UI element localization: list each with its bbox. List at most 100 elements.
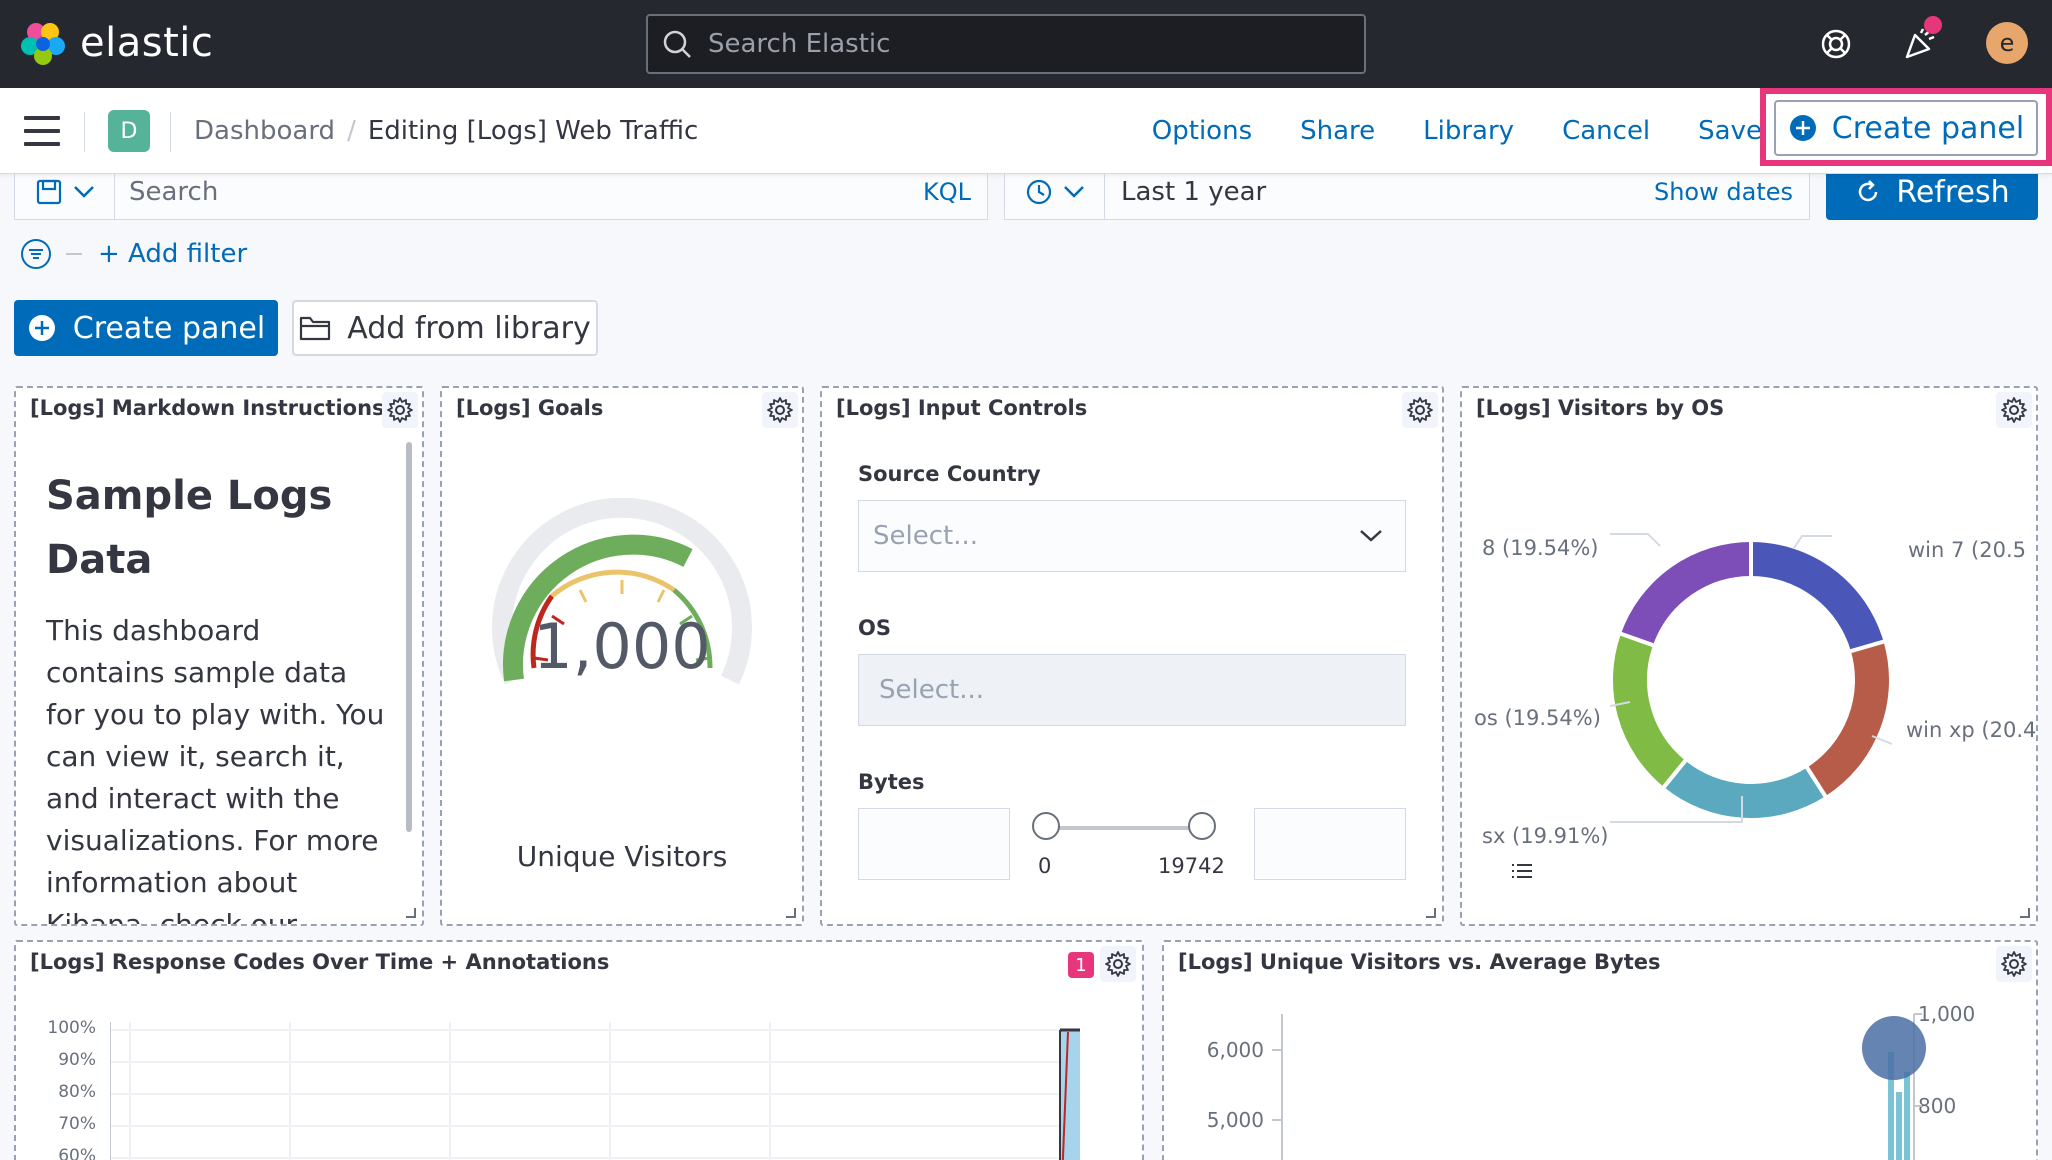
search-icon [663,30,691,58]
menu-line [24,116,60,120]
add-filter-link[interactable]: + Add filter [98,239,248,269]
y-tick-label-left: 5,000 [1206,1108,1264,1132]
pie-slice-ios[interactable] [1609,630,1690,792]
gauge-label: Unique Visitors [516,840,728,873]
panel-options-button[interactable] [1402,392,1438,428]
resize-handle[interactable] [406,908,416,918]
legend-toggle-icon[interactable] [1510,862,1534,884]
y-tick-label: 70% [58,1114,96,1134]
show-dates-link[interactable]: Show dates [1653,178,1793,206]
pie-label: sx (19.91%) [1482,824,1609,848]
panel-title: [Logs] Input Controls [836,396,1088,420]
help-button[interactable] [1814,22,1858,66]
options-link[interactable]: Options [1151,116,1253,146]
panel-title: [Logs] Visitors by OS [1476,396,1725,420]
goal-gauge [492,498,752,685]
bytes-min-input[interactable] [858,808,1010,880]
create-panel-top-button[interactable]: Create panel [1774,100,2038,156]
menu-line [24,129,60,133]
query-input[interactable] [115,177,923,207]
markdown-body: This dashboard contains sample data for … [46,614,385,926]
bytes-max-thumb[interactable] [1188,812,1216,840]
y-tick-label: 60% [58,1146,96,1160]
save-link[interactable]: Save [1698,116,1762,146]
logo-text: elastic [80,20,214,66]
elastic-logo[interactable]: elastic [20,20,213,66]
bytes-max-input[interactable] [1254,808,1406,880]
y-tick-label: 100% [47,1018,96,1038]
gear-icon [2001,397,2027,423]
menu-line [24,142,60,146]
os-select[interactable]: Select... [858,654,1406,726]
library-link[interactable]: Library [1423,116,1515,146]
top-nav-menu: Options Share Library Cancel Save [1152,116,1762,146]
resize-handle[interactable] [1426,908,1436,918]
kql-toggle[interactable]: KQL [923,178,971,206]
y-tick-label-right: 1,000 [1918,1002,1976,1026]
quick-select-button[interactable] [1005,165,1105,219]
filter-icon[interactable] [20,238,52,270]
create-panel-label: Create panel [72,310,266,346]
panel-title: [Logs] Markdown Instructions [30,396,385,420]
menu-toggle-button[interactable] [24,116,60,146]
saved-query-button[interactable] [15,165,115,219]
share-link[interactable]: Share [1300,116,1376,146]
panel-options-button[interactable] [762,392,798,428]
global-header: elastic e [0,0,2052,88]
create-panel-button[interactable]: Create panel [14,300,278,356]
pie-slice-win-8[interactable] [1616,537,1753,649]
panel-options-button[interactable] [1100,946,1136,982]
clock-icon [1026,179,1051,205]
pie-slice-win-xp[interactable] [1803,638,1893,801]
breadcrumb-current: Editing [Logs] Web Traffic [367,116,699,146]
plus-circle-icon [1789,115,1816,141]
highlight-annotation [1760,88,2052,166]
gear-icon [1407,397,1433,423]
panel-title: [Logs] Response Codes Over Time + Annota… [30,950,610,974]
select-placeholder: Select... [879,675,985,705]
divider [170,112,171,152]
gear-icon [767,397,793,423]
source-country-label: Source Country [858,462,1041,486]
panel-options-button[interactable] [1996,946,2032,982]
response-codes-panel: [Logs] Response Codes Over Time + Annota… [14,940,1144,1160]
unique-visitors-bytes-chart [1272,1013,1926,1160]
global-search[interactable] [646,14,1366,74]
plus-circle-icon [28,315,55,341]
source-country-select[interactable]: Select... [858,500,1406,572]
bytes-min-thumb[interactable] [1032,812,1060,840]
os-donut-chart [1609,533,1893,823]
markdown-panel: [Logs] Markdown Instructions Sample Logs… [14,386,424,926]
markdown-heading: Sample Logs Data [46,473,333,583]
pie-slice-win-7[interactable] [1749,537,1888,655]
select-placeholder: Select... [873,521,979,551]
filter-separator [66,253,82,255]
bytes-range-track[interactable] [1046,826,1196,830]
space-avatar[interactable]: D [108,110,150,152]
resize-handle[interactable] [2020,908,2030,918]
add-from-library-label: Add from library [347,310,591,346]
app-nav-bar: D Dashboard / Editing [Logs] Web Traffic… [0,88,2052,174]
news-feed-button[interactable] [1898,16,1942,66]
add-from-library-button[interactable]: Add from library [292,300,598,356]
global-search-input[interactable] [708,29,1308,59]
folder-icon [300,316,331,341]
date-range-text[interactable]: Last 1 year [1121,177,1267,207]
panel-options-button[interactable] [382,392,418,428]
panel-options-button[interactable] [1996,392,2032,428]
pie-label: os (19.54%) [1474,706,1601,730]
gauge-value: 1,000 [533,610,711,683]
gear-icon [1105,951,1131,977]
user-avatar[interactable]: e [1986,22,2028,64]
resize-handle[interactable] [786,908,796,918]
refresh-icon [1859,180,1878,202]
scrollbar[interactable] [406,442,412,832]
notification-dot [1924,16,1942,34]
pie-slice-osx[interactable] [1659,756,1830,822]
cancel-link[interactable]: Cancel [1562,116,1651,146]
create-panel-top-label: Create panel [1831,110,2025,146]
breadcrumb-dashboard-link[interactable]: Dashboard [194,116,336,146]
chevron-down-icon [1360,530,1382,542]
pie-label: win 7 (20.5 [1908,538,2026,562]
annotation-count-badge[interactable]: 1 [1068,952,1094,978]
